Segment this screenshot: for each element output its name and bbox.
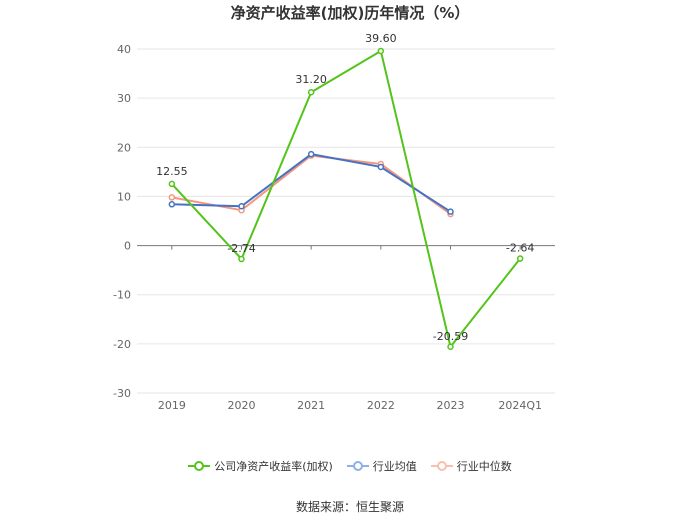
y-tick-label: -10 [113,289,131,302]
data-point[interactable] [168,180,176,188]
data-point[interactable] [307,150,315,158]
data-label-layer: 12.55 -2.74 31.20 39.60 -20.59 -2.64 [156,32,534,343]
legend-label: 公司净资产收益率(加权) [214,460,333,473]
legend-item-industry-mean[interactable]: 行业均值 [346,458,417,474]
data-point[interactable] [307,88,315,96]
y-tick-label: 10 [117,190,131,203]
data-label: -20.59 [433,330,468,343]
y-tick-label: 30 [117,92,131,105]
legend-item-industry-median[interactable]: 行业中位数 [430,458,512,474]
legend-label: 行业中位数 [456,460,512,473]
data-point[interactable] [377,163,385,171]
y-tick-label: 20 [117,141,131,154]
data-point[interactable] [238,203,245,210]
legend-marker-orange-icon [430,461,453,471]
y-tick-label: 0 [124,240,131,253]
data-point[interactable] [377,47,385,55]
chart-title: 净资产收益率(加权)历年情况（%） [230,4,470,22]
data-point[interactable] [168,201,176,208]
series-layer [168,47,524,351]
series-line [171,49,521,348]
data-label: -2.64 [506,242,534,255]
data-label: 12.55 [156,165,188,178]
data-label: 31.20 [295,73,327,86]
legend-item-company-roe[interactable]: 公司净资产收益率(加权) [188,458,333,474]
x-tick-label: 2024Q1 [498,399,542,412]
data-point[interactable] [516,255,524,262]
data-label: -2.74 [227,242,255,255]
x-tick-label: 2019 [158,399,186,412]
grid-layer [137,48,555,394]
data-label: 39.60 [365,32,397,45]
x-tick-label: 2021 [297,399,325,412]
legend: 公司净资产收益率(加权) 行业均值 行业中位数 [0,458,700,474]
axis-layer: 40 30 20 10 0 -10 -20 -30 2019 2020 2021 2022 2023 20… [113,43,555,412]
data-point[interactable] [168,194,176,201]
legend-marker-blue-icon [346,461,369,471]
y-tick-label: 40 [117,43,131,56]
y-tick-label: -20 [113,338,131,351]
x-tick-label: 2022 [367,399,395,412]
data-point[interactable] [238,255,245,263]
source-note: 数据来源：恒生聚源 [295,500,404,514]
data-point[interactable] [447,208,454,215]
x-tick-label: 2020 [228,399,256,412]
y-tick-label: -30 [113,387,131,400]
legend-label: 行业均值 [372,460,417,473]
legend-marker-green-icon [188,461,211,471]
data-point[interactable] [447,343,454,351]
x-tick-label: 2023 [437,399,465,412]
